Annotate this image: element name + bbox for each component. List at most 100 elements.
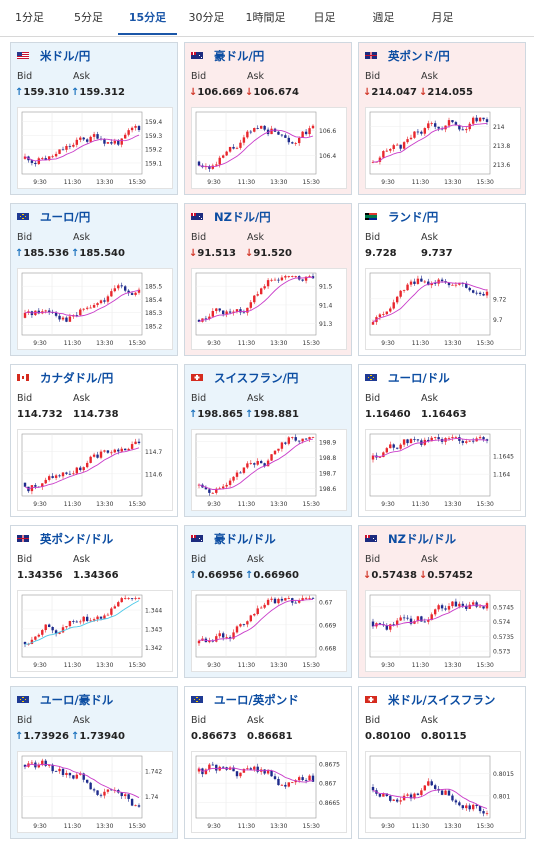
candle (137, 598, 141, 599)
candle (215, 636, 218, 642)
rate-card-zarjpy[interactable]: ランド/円 Bid Ask 9.728 9.737 9.72 9.7 9:30 11:30 13:… (358, 203, 526, 356)
candlestick-chart[interactable]: 159.4 159.3 159.2 159.1 9:30 11:30 13:30 15:30 (17, 107, 173, 189)
candlestick-chart[interactable]: 1.1645 1.164 9:30 11:30 13:30 15:30 (365, 429, 521, 511)
card-title[interactable]: 豪ドル/円 (191, 49, 264, 63)
card-title[interactable]: 英ポンド/円 (365, 49, 450, 63)
tab-7[interactable]: 月足 (431, 11, 454, 24)
candle (82, 308, 85, 310)
rate-card-chfjpy[interactable]: スイスフラン/円 Bid Ask ↑198.865 ↑198.881 198.9 198.8… (184, 364, 352, 517)
candle (246, 307, 249, 313)
candle (221, 633, 225, 638)
tab-3[interactable]: 30分足 (188, 11, 225, 24)
candlestick-chart[interactable]: 0.67 0.669 0.668 9:30 11:30 13:30 15:30 (191, 590, 347, 672)
rate-card-eurusd[interactable]: ユーロ/ドル Bid Ask 1.16460 1.16463 1.1645 1.164 9:3… (358, 364, 526, 517)
card-title[interactable]: NZドル/円 (191, 210, 271, 224)
ask-label: Ask (247, 232, 264, 243)
candle (308, 598, 311, 599)
candle (253, 463, 256, 465)
rate-card-audusd[interactable]: 豪ドル/ドル Bid Ask ↑0.66956 ↑0.66960 0.67 0.669 0.6… (184, 525, 352, 678)
candle (208, 489, 211, 493)
candlestick-chart[interactable]: 9.72 9.7 9:30 11:30 13:30 15:30 (365, 268, 521, 350)
rate-card-eurjpy[interactable]: ユーロ/円 Bid Ask ↑185.536 ↑185.540 185.5 185.4 185… (10, 203, 178, 356)
candle (225, 484, 228, 487)
card-title[interactable]: ランド/円 (365, 210, 438, 224)
card-title[interactable]: NZドル/ドル (365, 532, 456, 546)
card-title[interactable]: 豪ドル/ドル (191, 532, 276, 546)
candle (402, 290, 406, 291)
tab-2[interactable]: 15分足 (118, 0, 177, 35)
tab-6[interactable]: 週足 (372, 11, 395, 24)
candle (371, 455, 375, 460)
candle (471, 602, 475, 605)
rate-card-audjpy[interactable]: 豪ドル/円 Bid Ask ↓106.669 ↓106.674 106.6 106.4 9:3… (184, 42, 352, 195)
y-tick-label: 159.1 (145, 160, 162, 167)
card-title[interactable]: 米ドル/スイスフラン (365, 693, 495, 707)
rate-card-eurgbp[interactable]: ユーロ/英ポンド Bid Ask 0.86673 0.86681 0.8675 0.867 0… (184, 686, 352, 839)
card-title[interactable]: ユーロ/英ポンド (191, 693, 299, 707)
candlestick-chart[interactable]: 114.7 114.6 9:30 11:30 13:30 15:30 (17, 429, 173, 511)
arrow-up-icon: ↑ (71, 248, 80, 259)
chart-svg: 185.5 185.4 185.3 185.2 9:30 11:30 13:30 15:30 (21, 272, 162, 347)
rate-card-cadjpy[interactable]: カナダドル/円 Bid Ask 114.732 114.738 114.7 114.6 9:3… (10, 364, 178, 517)
card-title[interactable]: 英ポンド/ドル (17, 532, 113, 546)
candle (256, 128, 259, 129)
candle (485, 813, 489, 815)
x-tick-label: 9:30 (33, 340, 47, 347)
candlestick-chart[interactable]: 198.9 198.8 198.7 198.6 9:30 11:30 13:30 15:30 (191, 429, 347, 511)
candle (65, 145, 68, 150)
card-title[interactable]: ユーロ/ドル (365, 371, 450, 385)
tab-1[interactable]: 5分足 (74, 11, 103, 24)
x-tick-label: 11:30 (238, 179, 255, 186)
card-title[interactable]: カナダドル/円 (17, 371, 113, 385)
rate-card-gbpjpy[interactable]: 英ポンド/円 Bid Ask ↓214.047 ↓214.055 214 213.8 213.… (358, 42, 526, 195)
candle (85, 139, 89, 142)
candle (235, 771, 239, 777)
y-tick-label: 1.1645 (493, 453, 514, 460)
y-tick-label: 198.9 (319, 439, 336, 446)
candle (465, 129, 468, 131)
rate-card-usdjpy[interactable]: 米ドル/円 Bid Ask ↑159.310 ↑159.312 159.4 159.3 159… (10, 42, 178, 195)
candle (427, 620, 430, 622)
rate-card-euraud[interactable]: ユーロ/豪ドル Bid Ask ↑1.73926 ↑1.73940 1.742 1.74 9:… (10, 686, 178, 839)
candle (232, 311, 235, 313)
candle (451, 795, 454, 801)
candle (58, 632, 61, 634)
arrow-up-icon: ↑ (245, 570, 254, 581)
bid-label: Bid (365, 393, 381, 404)
candlestick-chart[interactable]: 214 213.8 213.6 9:30 11:30 13:30 15:30 (365, 107, 521, 189)
candle (106, 450, 110, 453)
x-tick-label: 13:30 (96, 662, 113, 669)
candle (478, 606, 482, 608)
rate-card-usdchf[interactable]: 米ドル/スイスフラン Bid Ask 0.80100 0.80115 0.8015 0.80… (358, 686, 526, 839)
pair-name: ユーロ/英ポンド (214, 693, 299, 707)
tab-4[interactable]: 1時間足 (245, 11, 286, 24)
candlestick-chart[interactable]: 106.6 106.4 9:30 11:30 13:30 15:30 (191, 107, 347, 189)
card-title[interactable]: スイスフラン/円 (191, 371, 298, 385)
tab-0[interactable]: 1分足 (15, 11, 44, 24)
candlestick-chart[interactable]: 1.344 1.343 1.342 9:30 11:30 13:30 15:30 (17, 590, 173, 672)
candlestick-chart[interactable]: 0.5745 0.574 0.5735 0.573 9:30 11:30 13:30 15:3… (365, 590, 521, 672)
chart-svg: 1.1645 1.164 9:30 11:30 13:30 15:30 (369, 433, 514, 508)
candlestick-chart[interactable]: 1.742 1.74 9:30 11:30 13:30 15:30 (17, 751, 173, 833)
candle (61, 149, 65, 151)
candlestick-chart[interactable]: 91.5 91.4 91.3 9:30 11:30 13:30 15:30 (191, 268, 347, 350)
candle (461, 805, 465, 809)
candle (378, 793, 382, 797)
candle (437, 605, 440, 610)
card-title[interactable]: 米ドル/円 (17, 49, 90, 63)
rate-card-gbpusd[interactable]: 英ポンド/ドル Bid Ask 1.34356 1.34366 1.344 1.343 1.3… (10, 525, 178, 678)
card-title[interactable]: ユーロ/円 (17, 210, 90, 224)
candle (409, 794, 413, 799)
rate-card-nzdjpy[interactable]: NZドル/円 Bid Ask ↓91.513 ↓91.520 91.5 91.4 91.3 9:… (184, 203, 352, 356)
chart-svg: 0.8675 0.867 0.8665 9:30 11:30 13:30 15:30 (195, 755, 340, 830)
nz-flag-icon (365, 534, 379, 544)
candle (249, 463, 253, 464)
card-title[interactable]: ユーロ/豪ドル (17, 693, 113, 707)
rate-card-nzdusd[interactable]: NZドル/ドル Bid Ask ↓0.57438 ↓0.57452 0.5745 0.574… (358, 525, 526, 678)
candlestick-chart[interactable]: 185.5 185.4 185.3 185.2 9:30 11:30 13:30 15:30 (17, 268, 173, 350)
tab-5[interactable]: 日足 (313, 11, 336, 24)
candle (89, 307, 92, 309)
candlestick-chart[interactable]: 0.8015 0.801 9:30 11:30 13:30 15:30 (365, 751, 521, 833)
candlestick-chart[interactable]: 0.8675 0.867 0.8665 9:30 11:30 13:30 15:30 (191, 751, 347, 833)
candle (34, 162, 37, 165)
